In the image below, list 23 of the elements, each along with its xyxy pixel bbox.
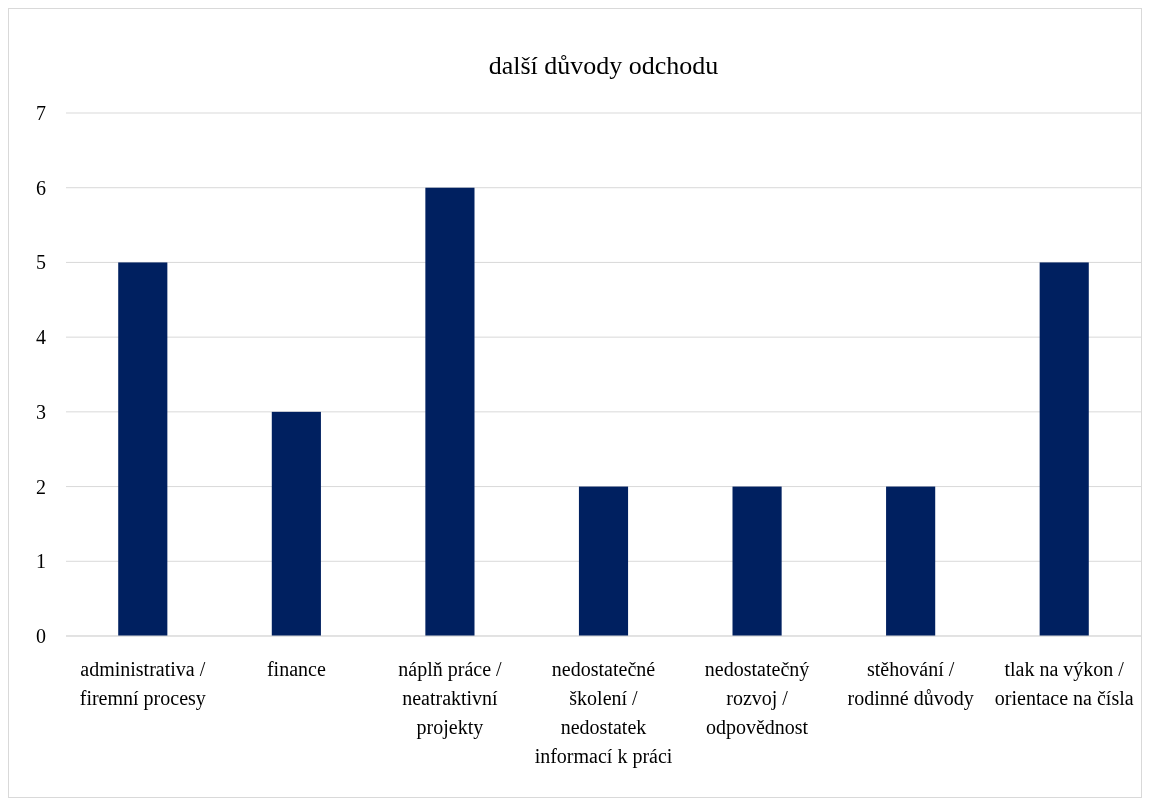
y-tick-label: 3	[36, 400, 46, 423]
y-tick-label: 7	[36, 102, 46, 124]
y-tick-label: 6	[36, 176, 46, 199]
x-tick-label: nedostatečný rozvoj / odpovědnost	[704, 658, 810, 739]
x-tick-label: stěhování / rodinné důvody	[847, 658, 974, 710]
y-tick-label: 4	[36, 326, 46, 349]
x-tick-label: nedostatečné školení / nedostatek informací k práci	[534, 658, 673, 768]
bar	[118, 262, 168, 636]
bar	[886, 486, 936, 636]
y-tick-label: 0	[36, 625, 46, 647]
bar	[578, 486, 629, 636]
x-tick-label: finance	[266, 658, 326, 680]
x-tick-label: tlak na výkon / orientace na čísla	[994, 658, 1134, 709]
y-tick-label: 2	[36, 475, 46, 498]
bar	[1039, 262, 1089, 636]
chart-title: další důvody odchodu	[488, 51, 719, 80]
x-tick-label: náplň práce / neatraktivní projekty	[398, 658, 503, 739]
bar	[732, 486, 782, 636]
bar	[271, 411, 321, 636]
bar	[425, 187, 475, 636]
y-tick-label: 5	[36, 251, 46, 274]
y-tick-label: 1	[36, 550, 46, 573]
x-tick-label: administrativa / firemní procesy	[79, 658, 206, 710]
